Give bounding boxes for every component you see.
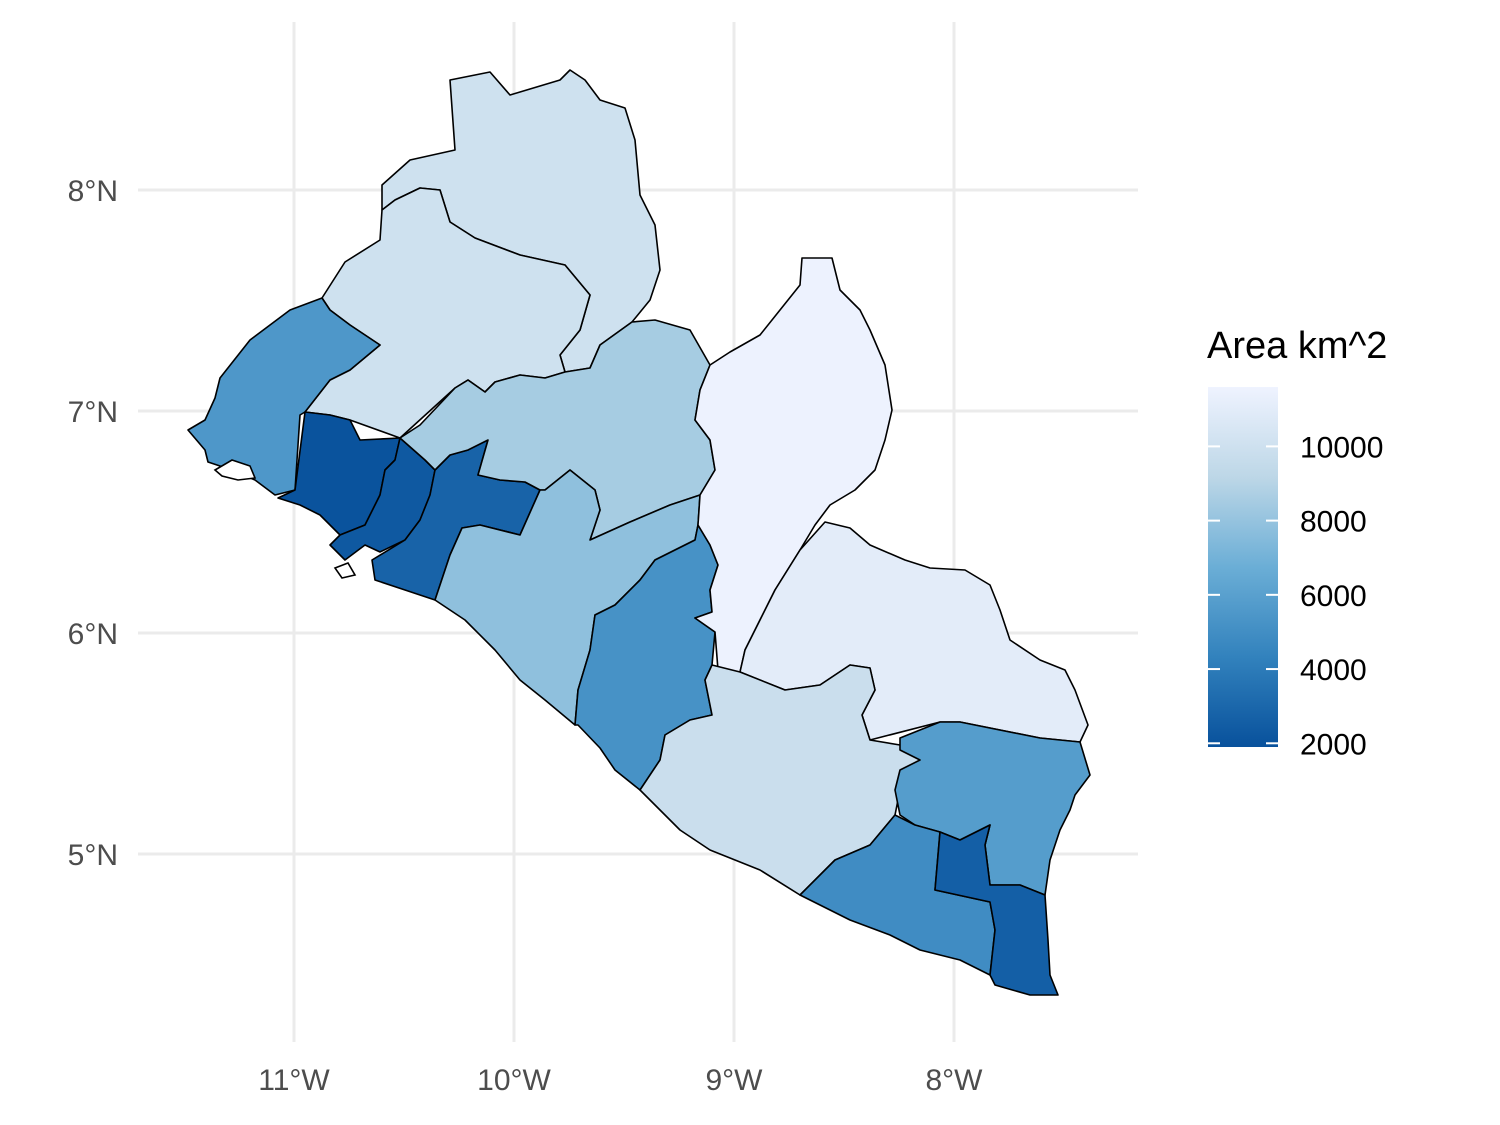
region-shape: [187, 297, 381, 496]
y-tick-label: 6°N: [68, 618, 118, 651]
legend: Area km^2 10000 8000 6000 4000 2000: [1207, 325, 1387, 761]
legend-title: Area km^2: [1207, 325, 1387, 367]
regions: [187, 69, 1091, 996]
lake-piso: [213, 459, 257, 481]
x-tick-label: 8°W: [926, 1064, 984, 1097]
x-axis: 11°W 10°W 9°W 8°W: [258, 1064, 983, 1097]
y-tick-label: 7°N: [68, 396, 118, 429]
x-tick-label: 10°W: [477, 1064, 551, 1097]
legend-ticks: 10000 8000 6000 4000 2000: [1208, 431, 1383, 761]
x-tick-label: 11°W: [258, 1064, 330, 1097]
legend-tick-label: 2000: [1300, 728, 1367, 761]
legend-tick-label: 4000: [1300, 654, 1367, 687]
x-tick-label: 9°W: [706, 1064, 764, 1097]
legend-colorbar: [1208, 387, 1278, 747]
y-tick-label: 5°N: [68, 839, 118, 872]
region-shape: [934, 824, 1059, 996]
legend-tick-label: 8000: [1300, 506, 1367, 539]
y-axis: 8°N 7°N 6°N 5°N: [68, 175, 118, 872]
legend-tick-label: 6000: [1300, 580, 1367, 613]
y-tick-label: 8°N: [68, 175, 118, 208]
mesurado-lagoon: [333, 562, 357, 579]
legend-tick-label: 10000: [1300, 431, 1383, 464]
region-shape: [694, 257, 893, 673]
